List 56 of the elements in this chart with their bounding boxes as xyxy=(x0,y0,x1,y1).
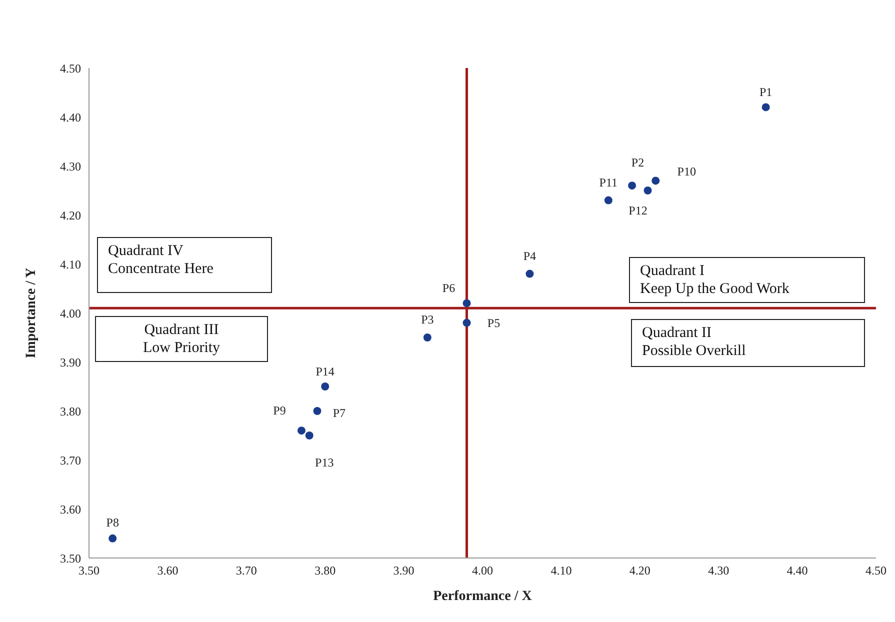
point xyxy=(423,334,432,342)
y-tick-label: 4.10 xyxy=(60,257,81,272)
point xyxy=(526,270,534,278)
x-tick-label: 3.90 xyxy=(393,564,414,578)
x-axis-title: Performance / X xyxy=(433,589,532,604)
point xyxy=(321,382,330,390)
point xyxy=(762,103,770,112)
data-label: P14 xyxy=(316,364,334,378)
point xyxy=(462,299,471,308)
y-axis-title: Importance / Y xyxy=(24,268,39,358)
data-label: P12 xyxy=(628,204,648,218)
x-tick-label: 3.50 xyxy=(78,564,100,578)
y-tick-label: 4.20 xyxy=(60,208,81,222)
point xyxy=(644,186,652,194)
data-label: P10 xyxy=(677,164,696,179)
data-label: P7 xyxy=(332,406,346,420)
annotation: Quadrant I Keep Up the Good Work xyxy=(629,257,865,303)
point xyxy=(297,426,306,435)
annotation: Quadrant II Possible Overkill xyxy=(631,319,865,367)
y-tick-label: 3.70 xyxy=(60,453,81,468)
data-label: P9 xyxy=(273,404,286,418)
point xyxy=(108,534,117,542)
annotation: Quadrant III Low Priority xyxy=(95,316,268,362)
data-label: P13 xyxy=(315,456,334,470)
y-tick-label: 4.40 xyxy=(60,110,81,124)
y-tick-label: 3.50 xyxy=(60,551,81,566)
data-label: P1 xyxy=(759,85,772,100)
point xyxy=(462,318,471,327)
x-tick-label: 4.40 xyxy=(786,564,808,578)
x-tick-label: 4.20 xyxy=(629,564,650,578)
y-tick-label: 4.50 xyxy=(60,61,81,76)
data-label: P11 xyxy=(599,175,618,190)
x-tick-label: 4.30 xyxy=(708,564,730,578)
x-tick-label: 4.50 xyxy=(866,564,886,578)
data-label: P6 xyxy=(442,281,456,296)
data-label: P8 xyxy=(106,515,119,530)
y-tick-label: 4.30 xyxy=(60,159,81,174)
point xyxy=(628,182,636,190)
point xyxy=(652,176,660,185)
point xyxy=(305,432,314,440)
x-tick-label: 4.00 xyxy=(472,564,493,578)
point xyxy=(604,196,612,204)
data-label: P4 xyxy=(523,248,536,263)
y-tick-label: 3.60 xyxy=(60,502,81,516)
data-label: P3 xyxy=(421,312,434,326)
x-tick-label: 3.70 xyxy=(236,564,257,578)
annotation: Quadrant IV Concentrate Here xyxy=(97,237,272,293)
y-tick-label: 3.90 xyxy=(60,355,81,370)
x-tick-label: 3.60 xyxy=(157,564,178,578)
y-tick-label: 3.80 xyxy=(60,404,81,418)
data-label: P5 xyxy=(487,316,500,330)
y-tick-label: 4.00 xyxy=(60,306,81,320)
point xyxy=(313,407,322,415)
x-tick-label: 4.10 xyxy=(550,564,572,578)
x-tick-label: 3.80 xyxy=(314,564,336,578)
data-label: P2 xyxy=(631,156,644,170)
